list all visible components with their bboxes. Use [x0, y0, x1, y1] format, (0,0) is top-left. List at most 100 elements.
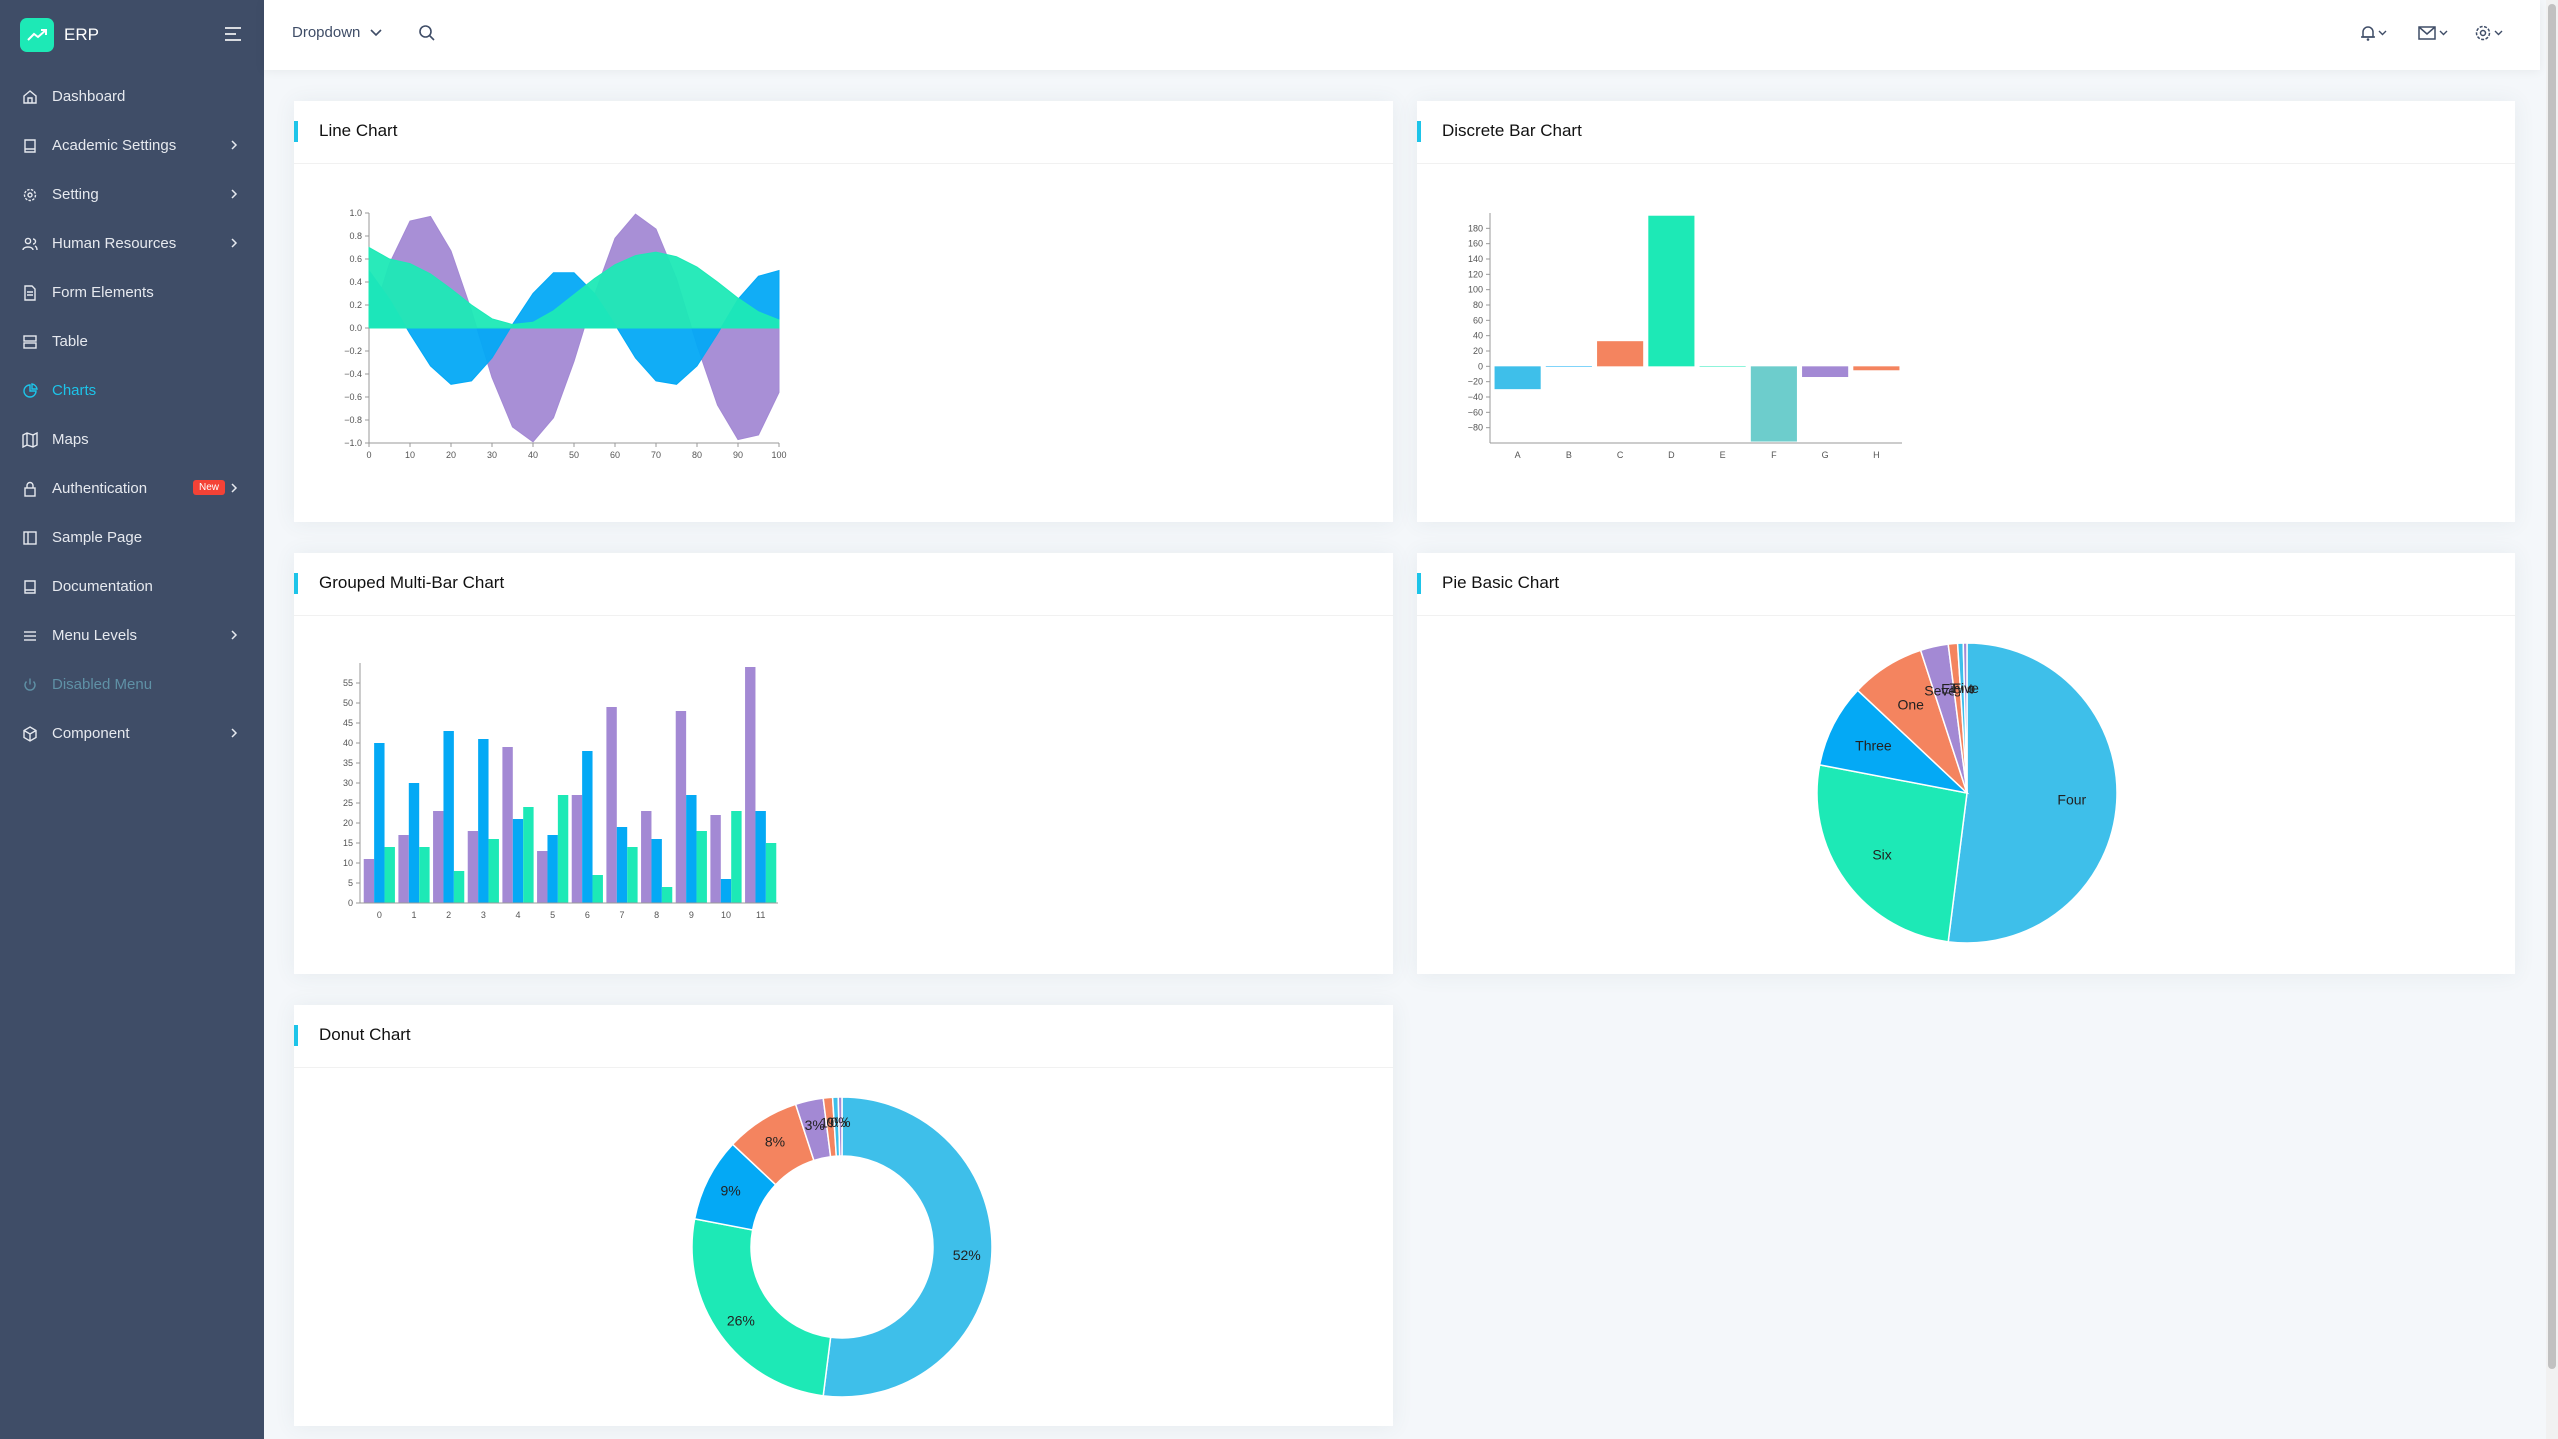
x-tick-label: B [1566, 450, 1572, 460]
menu-icon [22, 628, 38, 644]
y-tick-label: −20 [1468, 377, 1483, 387]
sidebar-item-documentation[interactable]: Documentation [0, 562, 264, 611]
slice-label: 0% [830, 1114, 850, 1130]
bar-C [1597, 341, 1644, 367]
sidebar-item-dashboard[interactable]: Dashboard [0, 72, 264, 121]
y-tick-label: 50 [343, 698, 353, 708]
file-text-icon [22, 284, 38, 301]
sidebar-item-table[interactable]: Table [0, 317, 264, 366]
bell-icon[interactable] [2359, 24, 2389, 47]
bar-group-2-series-1 [443, 731, 454, 903]
sidebar-item-academic-settings[interactable]: Academic Settings [0, 121, 264, 170]
sidebar-item-form-elements[interactable]: Form Elements [0, 268, 264, 317]
line-chart: 1.0 0.8 0.6 0.4 0.2 0.0 −0.2 −0.4 −0.6 −0.8 −1.0 0 1… [344, 208, 786, 460]
y-tick-label: −0.6 [344, 392, 362, 402]
sidebar-item-label: Documentation [52, 578, 153, 595]
sidebar-item-label: Authentication [52, 480, 148, 497]
bar-group-9-series-2 [696, 831, 707, 903]
sidebar-item-setting[interactable]: Setting [0, 170, 264, 219]
brand[interactable]: ERP [20, 18, 99, 52]
app-name: ERP [64, 25, 99, 44]
y-tick-label: −0.8 [344, 415, 362, 425]
bar-group-6-series-2 [592, 875, 603, 903]
donut-chart: 52%26%9%8%3%1%0%0% [691, 1096, 993, 1398]
gear-icon [22, 187, 38, 203]
slice-7 [837, 1096, 843, 1157]
x-tick-label: 10 [405, 450, 415, 460]
y-tick-label: 100 [1468, 285, 1483, 295]
sidebar-item-human-resources[interactable]: Human Resources [0, 219, 264, 268]
y-tick-label: −0.2 [344, 346, 362, 356]
mail-icon[interactable] [2418, 24, 2450, 47]
x-tick-label: 2 [446, 910, 451, 920]
y-tick-label: 0.2 [349, 300, 362, 310]
y-tick-label: 0.6 [349, 254, 362, 264]
slice-label: Four [2057, 792, 2086, 808]
y-tick-label: 140 [1468, 254, 1483, 264]
card-title: Grouped Multi-Bar Chart [319, 573, 505, 592]
x-tick-label: 80 [692, 450, 702, 460]
grouped-bar-chart-card: Grouped Multi-Bar Chart 0 1 2 3 4 5 6 7 8 9 10 11 55… [294, 553, 1393, 974]
chevron-right-icon [228, 236, 240, 250]
gear-icon[interactable] [2474, 24, 2506, 47]
card-header: Line Chart [294, 101, 1393, 164]
sidebar-item-label: Sample Page [52, 529, 143, 546]
y-tick-label: 45 [343, 718, 353, 728]
y-tick-label: 160 [1468, 239, 1483, 249]
header-dropdown[interactable]: Dropdown [292, 24, 382, 41]
card-header: Pie Basic Chart [1417, 553, 2515, 616]
sidebar-item-maps[interactable]: Maps [0, 415, 264, 464]
sidebar-item-disabled-menu: Disabled Menu [0, 660, 264, 709]
card-header: Discrete Bar Chart [1417, 101, 2515, 164]
sidebar-nav: Dashboard Academic Settings Setting Human R… [0, 72, 264, 758]
sidebar-item-menu-levels[interactable]: Menu Levels [0, 611, 264, 660]
sidebar-item-label: Form Elements [52, 284, 154, 301]
bar-group-5-series-2 [557, 795, 569, 903]
slice-label: 3% [805, 1117, 825, 1133]
new-badge: New [193, 480, 226, 495]
title-accent [1417, 573, 1421, 594]
chevron-right-icon [228, 726, 240, 740]
menu-toggle-icon[interactable] [224, 26, 242, 42]
search-icon[interactable] [418, 24, 436, 47]
sidebar-item-label: Setting [52, 186, 99, 203]
card-title: Pie Basic Chart [1442, 573, 1560, 592]
slice-7 [1962, 642, 1968, 794]
line-chart-card: Line Chart 1.0 0.8 0.6 0.4 0.2 0.0 −0.2 −0.4 −0.… [294, 101, 1393, 522]
x-tick-label: 30 [487, 450, 497, 460]
x-tick-label: E [1720, 450, 1726, 460]
slice-1 [691, 1218, 832, 1397]
title-accent [294, 121, 298, 142]
bar-group-5-series-1 [547, 835, 558, 903]
scrollbar-thumb[interactable] [2548, 4, 2556, 1369]
y-tick-label: 15 [343, 838, 353, 848]
sidebar-item-label: Charts [52, 382, 97, 399]
x-tick-label: 5 [550, 910, 555, 920]
y-tick-label: 180 [1468, 223, 1483, 233]
card-title: Discrete Bar Chart [1442, 121, 1582, 140]
pie-chart-icon [22, 382, 38, 399]
x-tick-label: 3 [481, 910, 486, 920]
bar-group-9-series-0 [675, 711, 687, 903]
y-tick-label: 35 [343, 758, 353, 768]
slice-0 [1947, 642, 2118, 944]
sidebar-item-sample-page[interactable]: Sample Page [0, 513, 264, 562]
bar-group-1-series-2 [419, 847, 430, 903]
y-tick-label: −60 [1468, 407, 1483, 417]
sidebar-item-component[interactable]: Component [0, 709, 264, 758]
bar-group-11-series-1 [755, 811, 766, 903]
sidebar-item-authentication[interactable]: Authentication New [0, 464, 264, 513]
power-icon [22, 677, 38, 693]
sidebar-item-charts[interactable]: Charts [0, 366, 264, 415]
y-tick-label: 5 [348, 878, 353, 888]
x-tick-label: A [1515, 450, 1521, 460]
bar-group-2-series-0 [433, 811, 444, 903]
bar-B [1545, 366, 1592, 367]
x-tick-label: 1 [411, 910, 416, 920]
y-tick-label: 0 [1478, 361, 1483, 371]
x-tick-label: 60 [610, 450, 620, 460]
y-tick-label: 10 [343, 858, 353, 868]
x-tick-label: F [1771, 450, 1777, 460]
y-tick-label: −0.4 [344, 369, 362, 379]
